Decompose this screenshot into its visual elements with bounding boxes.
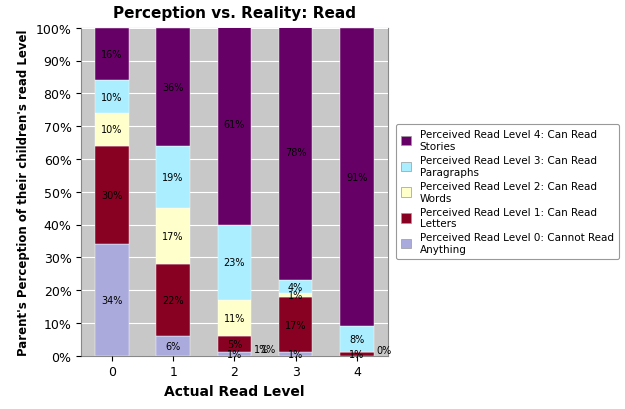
Bar [279, 281, 312, 294]
Bar [156, 264, 190, 336]
Text: 11%: 11% [224, 313, 245, 323]
Legend: Perceived Read Level 4: Can Read
Stories, Perceived Read Level 3: Can Read
Parag: Perceived Read Level 4: Can Read Stories… [396, 125, 619, 260]
Text: 22%: 22% [162, 295, 184, 305]
Text: 10%: 10% [101, 92, 122, 102]
Bar [95, 114, 129, 146]
Text: 23%: 23% [224, 258, 245, 267]
Text: 78%: 78% [285, 148, 306, 158]
Bar [156, 29, 190, 146]
Text: 61%: 61% [224, 120, 245, 130]
Bar [217, 225, 251, 300]
Bar [279, 294, 312, 297]
Bar [156, 146, 190, 209]
Text: 1%: 1% [349, 349, 364, 359]
Text: 8%: 8% [349, 335, 364, 344]
Text: 1%: 1% [288, 290, 303, 300]
Text: 0%: 0% [376, 345, 391, 355]
Text: 91%: 91% [346, 173, 368, 182]
Text: 4%: 4% [288, 282, 303, 292]
Bar [156, 336, 190, 356]
Bar [340, 326, 374, 353]
Y-axis label: Parent's Perception of their children's read Level: Parent's Perception of their children's … [17, 29, 30, 355]
Text: 1%: 1% [288, 349, 303, 359]
Text: 1%: 1% [254, 344, 269, 354]
Bar [156, 209, 190, 264]
Bar [217, 353, 251, 356]
Bar [217, 25, 251, 225]
Title: Perception vs. Reality: Read: Perception vs. Reality: Read [113, 6, 356, 20]
Text: 1%: 1% [227, 349, 242, 359]
X-axis label: Actual Read Level: Actual Read Level [164, 384, 304, 398]
Text: 16%: 16% [101, 50, 122, 60]
Bar [279, 353, 312, 356]
Text: 17%: 17% [285, 320, 306, 330]
Bar [95, 245, 129, 356]
Text: 19%: 19% [162, 173, 184, 182]
Bar [95, 29, 129, 81]
Text: 5%: 5% [227, 339, 242, 349]
Bar [279, 297, 312, 353]
Bar [340, 29, 374, 326]
Bar [95, 146, 129, 245]
Text: 10%: 10% [101, 125, 122, 135]
Bar [95, 81, 129, 114]
Text: 36%: 36% [162, 83, 184, 92]
Bar [340, 353, 374, 356]
Text: 6%: 6% [166, 341, 181, 351]
Text: 1%: 1% [261, 344, 276, 354]
Text: 17%: 17% [162, 231, 184, 241]
Bar [217, 300, 251, 336]
Bar [279, 25, 312, 281]
Text: 34%: 34% [101, 295, 122, 305]
Bar [217, 336, 251, 353]
Text: 30%: 30% [101, 191, 122, 200]
